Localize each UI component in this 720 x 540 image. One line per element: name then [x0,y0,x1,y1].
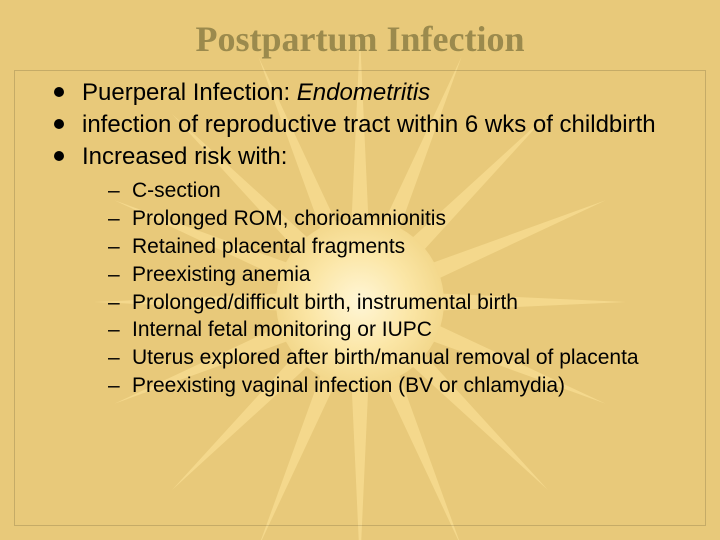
sub-item: –Prolonged/difficult birth, instrumental… [108,290,670,317]
dash-icon: – [108,317,124,344]
sub-item: –Prolonged ROM, chorioamnionitis [108,206,670,233]
bullet-text: Puerperal Infection: Endometritis [82,78,670,108]
slide: Postpartum Infection Puerperal Infection… [0,0,720,540]
bullet-item: infection of reproductive tract within 6… [54,110,670,140]
sub-item-text: Prolonged ROM, chorioamnionitis [132,206,670,233]
sub-item: –Uterus explored after birth/manual remo… [108,345,670,372]
dash-icon: – [108,290,124,317]
bullet-text-italic: Endometritis [297,79,430,106]
dash-icon: – [108,345,124,372]
bullet-item: Puerperal Infection: Endometritis [54,78,670,108]
sub-item: –Internal fetal monitoring or IUPC [108,317,670,344]
sub-item-text: Uterus explored after birth/manual remov… [132,345,670,372]
bullet-text: infection of reproductive tract within 6… [82,110,670,140]
sub-item-text: Prolonged/difficult birth, instrumental … [132,290,670,317]
dash-icon: – [108,262,124,289]
bullet-dot-icon [54,87,64,97]
sub-item-text: Preexisting anemia [132,262,670,289]
sub-item: –C-section [108,178,670,205]
sub-item-text: C-section [132,178,670,205]
bullet-text: Increased risk with: [82,142,670,172]
slide-body: Puerperal Infection: Endometritisinfecti… [54,78,670,400]
dash-icon: – [108,178,124,205]
sub-item: –Preexisting anemia [108,262,670,289]
slide-title: Postpartum Infection [20,18,700,60]
bullet-dot-icon [54,119,64,129]
dash-icon: – [108,373,124,400]
bullet-dot-icon [54,151,64,161]
sub-item-text: Retained placental fragments [132,234,670,261]
bullet-item: Increased risk with: [54,142,670,172]
dash-icon: – [108,206,124,233]
sub-item: –Retained placental fragments [108,234,670,261]
dash-icon: – [108,234,124,261]
sub-item: –Preexisting vaginal infection (BV or ch… [108,373,670,400]
bullet-text-prefix: Puerperal Infection: [82,79,297,106]
sub-item-text: Internal fetal monitoring or IUPC [132,317,670,344]
sub-item-text: Preexisting vaginal infection (BV or chl… [132,373,670,400]
